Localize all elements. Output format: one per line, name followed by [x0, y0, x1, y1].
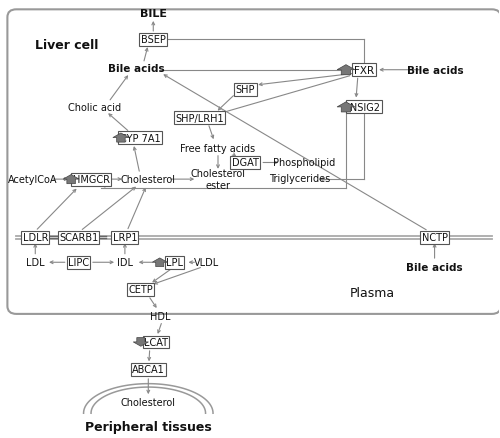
Text: LDLR: LDLR: [22, 233, 48, 243]
Polygon shape: [63, 175, 79, 184]
Text: ABCA1: ABCA1: [132, 365, 164, 374]
Text: VLDL: VLDL: [194, 258, 219, 268]
Polygon shape: [133, 338, 148, 346]
Text: Bile acids: Bile acids: [406, 262, 463, 272]
Text: Free fatty acids: Free fatty acids: [180, 143, 256, 153]
Text: HMGCR: HMGCR: [72, 175, 110, 185]
Polygon shape: [337, 66, 355, 76]
FancyBboxPatch shape: [8, 11, 500, 314]
Text: IDL: IDL: [117, 258, 133, 268]
Text: AcetylCoA: AcetylCoA: [8, 175, 57, 185]
Text: Cholesterol: Cholesterol: [121, 175, 176, 185]
Text: Phospholipid: Phospholipid: [273, 158, 336, 168]
Text: CYP 7A1: CYP 7A1: [120, 133, 160, 143]
Text: BILE: BILE: [140, 9, 167, 19]
Text: Cholesterol: Cholesterol: [121, 397, 176, 407]
Text: Bile acids: Bile acids: [408, 66, 464, 75]
Text: SCARB1: SCARB1: [59, 233, 98, 243]
Text: LIPC: LIPC: [68, 258, 89, 268]
Text: Cholic acid: Cholic acid: [68, 102, 122, 113]
Text: Triglycerides: Triglycerides: [270, 173, 331, 184]
Polygon shape: [337, 102, 355, 113]
Polygon shape: [113, 134, 129, 143]
Text: CETP: CETP: [128, 285, 153, 295]
Text: LPL: LPL: [166, 258, 183, 268]
Text: FXR: FXR: [354, 66, 374, 75]
Text: DGAT: DGAT: [232, 158, 259, 168]
Polygon shape: [152, 258, 168, 267]
Text: Bile acids: Bile acids: [108, 64, 164, 74]
Text: LDL: LDL: [26, 258, 44, 268]
Text: Peripheral tissues: Peripheral tissues: [85, 420, 212, 433]
Text: HDL: HDL: [150, 311, 171, 321]
Text: SHP/LRH1: SHP/LRH1: [176, 113, 224, 124]
Text: Cholesterol
ester: Cholesterol ester: [190, 169, 246, 191]
Text: INSIG2: INSIG2: [348, 102, 380, 113]
Text: Plasma: Plasma: [350, 287, 395, 300]
Text: Liver cell: Liver cell: [36, 39, 98, 52]
Text: LCAT: LCAT: [144, 337, 168, 347]
Text: SHP: SHP: [236, 85, 255, 95]
Text: LRP1: LRP1: [112, 233, 137, 243]
Text: BSEP: BSEP: [141, 35, 166, 45]
Text: NCTP: NCTP: [422, 233, 448, 243]
